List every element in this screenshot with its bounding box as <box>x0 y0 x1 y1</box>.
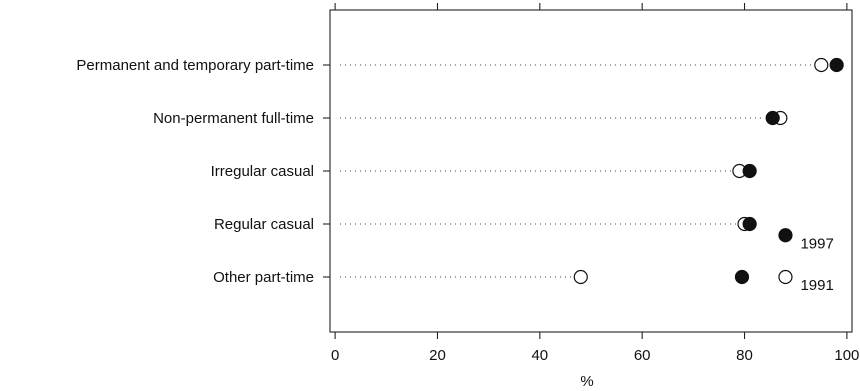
category-label-other-part-time: Other part-time <box>213 269 314 286</box>
marker-1991-permanent-and-temporary-part-time <box>814 57 829 73</box>
x-tick-label-40: 40 <box>531 347 548 364</box>
x-tick-label-80: 80 <box>736 347 753 364</box>
legend-marker-1997 <box>778 228 793 243</box>
marker-1997-irregular-casual <box>742 163 757 179</box>
marker-1997-non-permanent-full-time <box>765 110 780 126</box>
marker-1997-permanent-and-temporary-part-time <box>829 57 844 73</box>
marker-1991-other-part-time <box>573 269 588 285</box>
category-label-non-permanent-full-time: Non-permanent full-time <box>153 110 314 127</box>
x-axis-title: % <box>580 373 593 390</box>
legend-label-1997: 1997 <box>800 235 833 252</box>
legend-marker-1991 <box>778 269 793 285</box>
category-labels: Permanent and temporary part-time Non-per… <box>76 57 314 286</box>
legend-label-1991: 1991 <box>800 277 833 294</box>
guide-lines <box>340 64 813 278</box>
axis-ticks <box>323 3 848 339</box>
x-tick-labels: 0 20 40 60 80 100 <box>331 347 859 364</box>
legend: 1997 1991 <box>778 228 834 294</box>
marker-1997-other-part-time <box>734 269 750 285</box>
x-tick-label-20: 20 <box>429 347 446 364</box>
category-label-regular-casual: Regular casual <box>214 216 314 233</box>
category-label-irregular-casual: Irregular casual <box>211 163 314 180</box>
category-label-permanent-and-temporary-part-time: Permanent and temporary part-time <box>76 57 314 74</box>
x-tick-label-100: 100 <box>834 347 859 364</box>
x-tick-label-0: 0 <box>331 347 339 364</box>
x-tick-label-60: 60 <box>634 347 651 364</box>
marker-1997-regular-casual <box>742 216 757 232</box>
data-markers <box>573 57 844 285</box>
